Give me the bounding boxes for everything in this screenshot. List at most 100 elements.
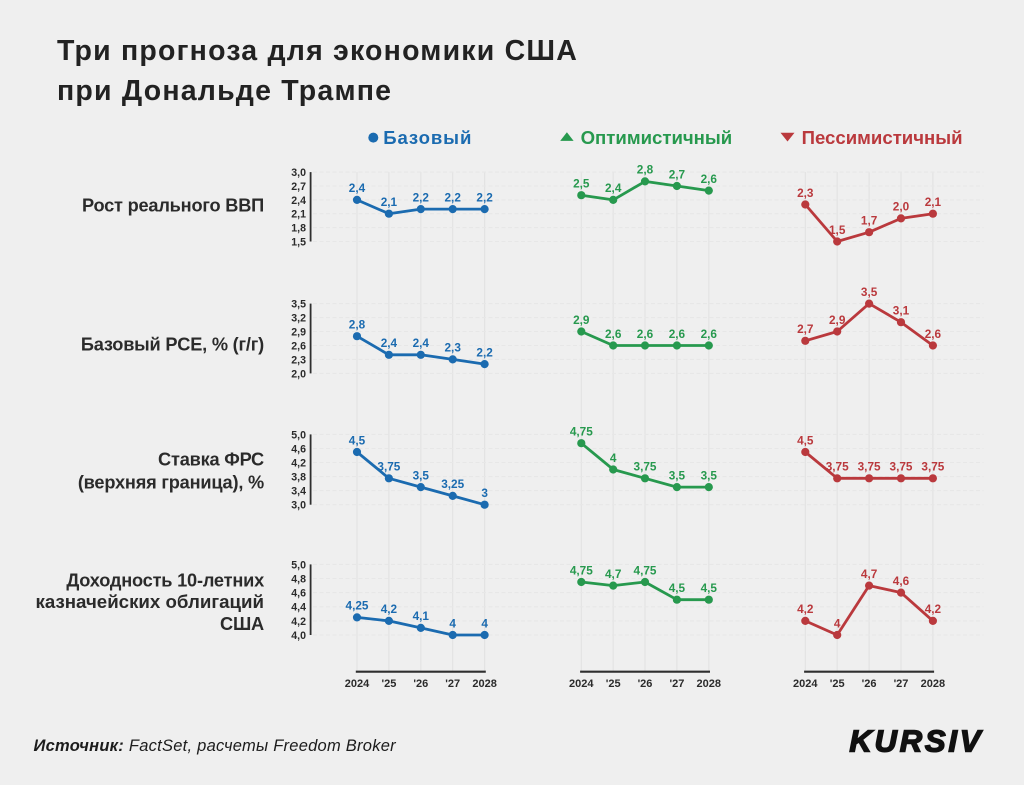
svg-text:3,0: 3,0 <box>291 167 306 179</box>
svg-text:2,2: 2,2 <box>476 190 493 204</box>
svg-text:Три прогноза для экономики США: Три прогноза для экономики США <box>57 35 578 67</box>
svg-text:4: 4 <box>610 451 617 465</box>
svg-text:3,5: 3,5 <box>291 299 306 311</box>
svg-text:2,8: 2,8 <box>349 318 366 332</box>
svg-text:4,5: 4,5 <box>349 433 366 447</box>
svg-text:4,2: 4,2 <box>291 457 306 469</box>
svg-text:'27: '27 <box>894 678 909 690</box>
svg-text:2,6: 2,6 <box>605 327 622 341</box>
svg-text:1,5: 1,5 <box>291 236 306 248</box>
svg-text:Рост реального ВВП: Рост реального ВВП <box>82 196 264 216</box>
svg-text:4,25: 4,25 <box>346 599 369 613</box>
svg-text:Доходность 10-летних: Доходность 10-летних <box>66 571 264 591</box>
svg-text:2,6: 2,6 <box>701 172 718 186</box>
svg-text:3,75: 3,75 <box>826 460 849 474</box>
svg-text:3,75: 3,75 <box>377 460 400 474</box>
svg-text:1,7: 1,7 <box>861 214 878 228</box>
svg-text:4,5: 4,5 <box>701 581 718 595</box>
svg-text:3: 3 <box>481 486 488 500</box>
svg-text:3,75: 3,75 <box>921 460 944 474</box>
svg-text:4,75: 4,75 <box>634 563 657 577</box>
svg-text:Ставка ФРС: Ставка ФРС <box>158 449 264 469</box>
svg-text:'27: '27 <box>445 678 460 690</box>
svg-text:4,2: 4,2 <box>381 602 398 616</box>
svg-text:2,7: 2,7 <box>291 181 306 193</box>
svg-text:2,0: 2,0 <box>291 368 306 380</box>
svg-text:2,1: 2,1 <box>291 209 306 221</box>
svg-text:2,6: 2,6 <box>925 327 942 341</box>
svg-text:3,5: 3,5 <box>669 468 686 482</box>
svg-text:2024: 2024 <box>793 678 818 690</box>
svg-text:1,8: 1,8 <box>291 223 306 235</box>
svg-text:2,4: 2,4 <box>381 336 398 350</box>
svg-text:4,2: 4,2 <box>797 602 814 616</box>
svg-text:4,2: 4,2 <box>291 616 306 628</box>
svg-text:3,5: 3,5 <box>413 468 430 482</box>
svg-text:3,75: 3,75 <box>634 460 657 474</box>
svg-text:2024: 2024 <box>345 678 370 690</box>
svg-text:3,75: 3,75 <box>890 460 913 474</box>
svg-text:2024: 2024 <box>569 678 594 690</box>
svg-text:4,7: 4,7 <box>605 567 622 581</box>
svg-text:4,7: 4,7 <box>861 567 878 581</box>
svg-text:2,6: 2,6 <box>291 340 306 352</box>
svg-text:2,8: 2,8 <box>637 163 654 177</box>
svg-text:4,75: 4,75 <box>570 425 593 439</box>
svg-text:2028: 2028 <box>921 678 945 690</box>
svg-text:2,3: 2,3 <box>444 341 461 355</box>
svg-text:2,0: 2,0 <box>893 200 910 214</box>
svg-text:'25: '25 <box>381 678 396 690</box>
svg-text:2,2: 2,2 <box>413 190 430 204</box>
svg-text:'25: '25 <box>830 678 845 690</box>
svg-text:2,9: 2,9 <box>573 313 590 327</box>
svg-text:KURSIV: KURSIV <box>849 724 983 759</box>
svg-text:2,3: 2,3 <box>291 354 306 366</box>
svg-text:'26: '26 <box>862 678 877 690</box>
svg-text:4,2: 4,2 <box>925 602 942 616</box>
svg-text:2,4: 2,4 <box>349 181 366 195</box>
svg-text:'26: '26 <box>638 678 653 690</box>
svg-text:2,5: 2,5 <box>573 177 590 191</box>
svg-text:4,75: 4,75 <box>570 563 593 577</box>
svg-text:4,6: 4,6 <box>893 574 910 588</box>
svg-text:5,0: 5,0 <box>291 559 306 571</box>
svg-text:2,1: 2,1 <box>381 195 398 209</box>
svg-text:4,4: 4,4 <box>291 602 306 614</box>
svg-text:2,9: 2,9 <box>829 313 846 327</box>
svg-text:'27: '27 <box>669 678 684 690</box>
svg-text:4,5: 4,5 <box>797 433 814 447</box>
svg-text:4,6: 4,6 <box>291 443 306 455</box>
svg-text:4,6: 4,6 <box>291 588 306 600</box>
svg-text:2,4: 2,4 <box>291 195 306 207</box>
svg-text:4: 4 <box>449 616 456 630</box>
svg-text:2,4: 2,4 <box>413 336 430 350</box>
svg-text:Источник: FactSet, расчеты Fre: Источник: FactSet, расчеты Freedom Broke… <box>34 737 398 755</box>
svg-text:2,2: 2,2 <box>476 345 493 359</box>
svg-text:'26: '26 <box>413 678 428 690</box>
svg-text:2,9: 2,9 <box>291 326 306 338</box>
svg-text:1,5: 1,5 <box>829 223 846 237</box>
svg-text:3,5: 3,5 <box>861 285 878 299</box>
svg-text:'25: '25 <box>606 678 621 690</box>
svg-text:5,0: 5,0 <box>291 429 306 441</box>
svg-text:3,25: 3,25 <box>441 477 464 491</box>
svg-text:2,6: 2,6 <box>701 327 718 341</box>
svg-text:при Дональде Трампе: при Дональде Трампе <box>57 75 392 107</box>
svg-text:Базовый: Базовый <box>383 127 472 148</box>
svg-text:2,2: 2,2 <box>444 190 461 204</box>
svg-text:4: 4 <box>834 616 841 630</box>
svg-text:4,5: 4,5 <box>669 581 686 595</box>
svg-text:2028: 2028 <box>472 678 496 690</box>
svg-text:Базовый PCE, % (г/г): Базовый PCE, % (г/г) <box>81 334 264 354</box>
svg-text:2,7: 2,7 <box>669 167 686 181</box>
svg-text:2,6: 2,6 <box>669 327 686 341</box>
svg-text:4,8: 4,8 <box>291 573 306 585</box>
svg-text:4,1: 4,1 <box>413 609 430 623</box>
svg-text:2028: 2028 <box>697 678 721 690</box>
svg-text:3,4: 3,4 <box>291 486 306 498</box>
svg-text:3,75: 3,75 <box>858 460 881 474</box>
svg-text:3,1: 3,1 <box>893 304 910 318</box>
svg-text:(верхняя граница), %: (верхняя граница), % <box>78 472 264 492</box>
svg-text:4: 4 <box>481 616 488 630</box>
svg-text:Пессимистичный: Пессимистичный <box>802 127 963 148</box>
